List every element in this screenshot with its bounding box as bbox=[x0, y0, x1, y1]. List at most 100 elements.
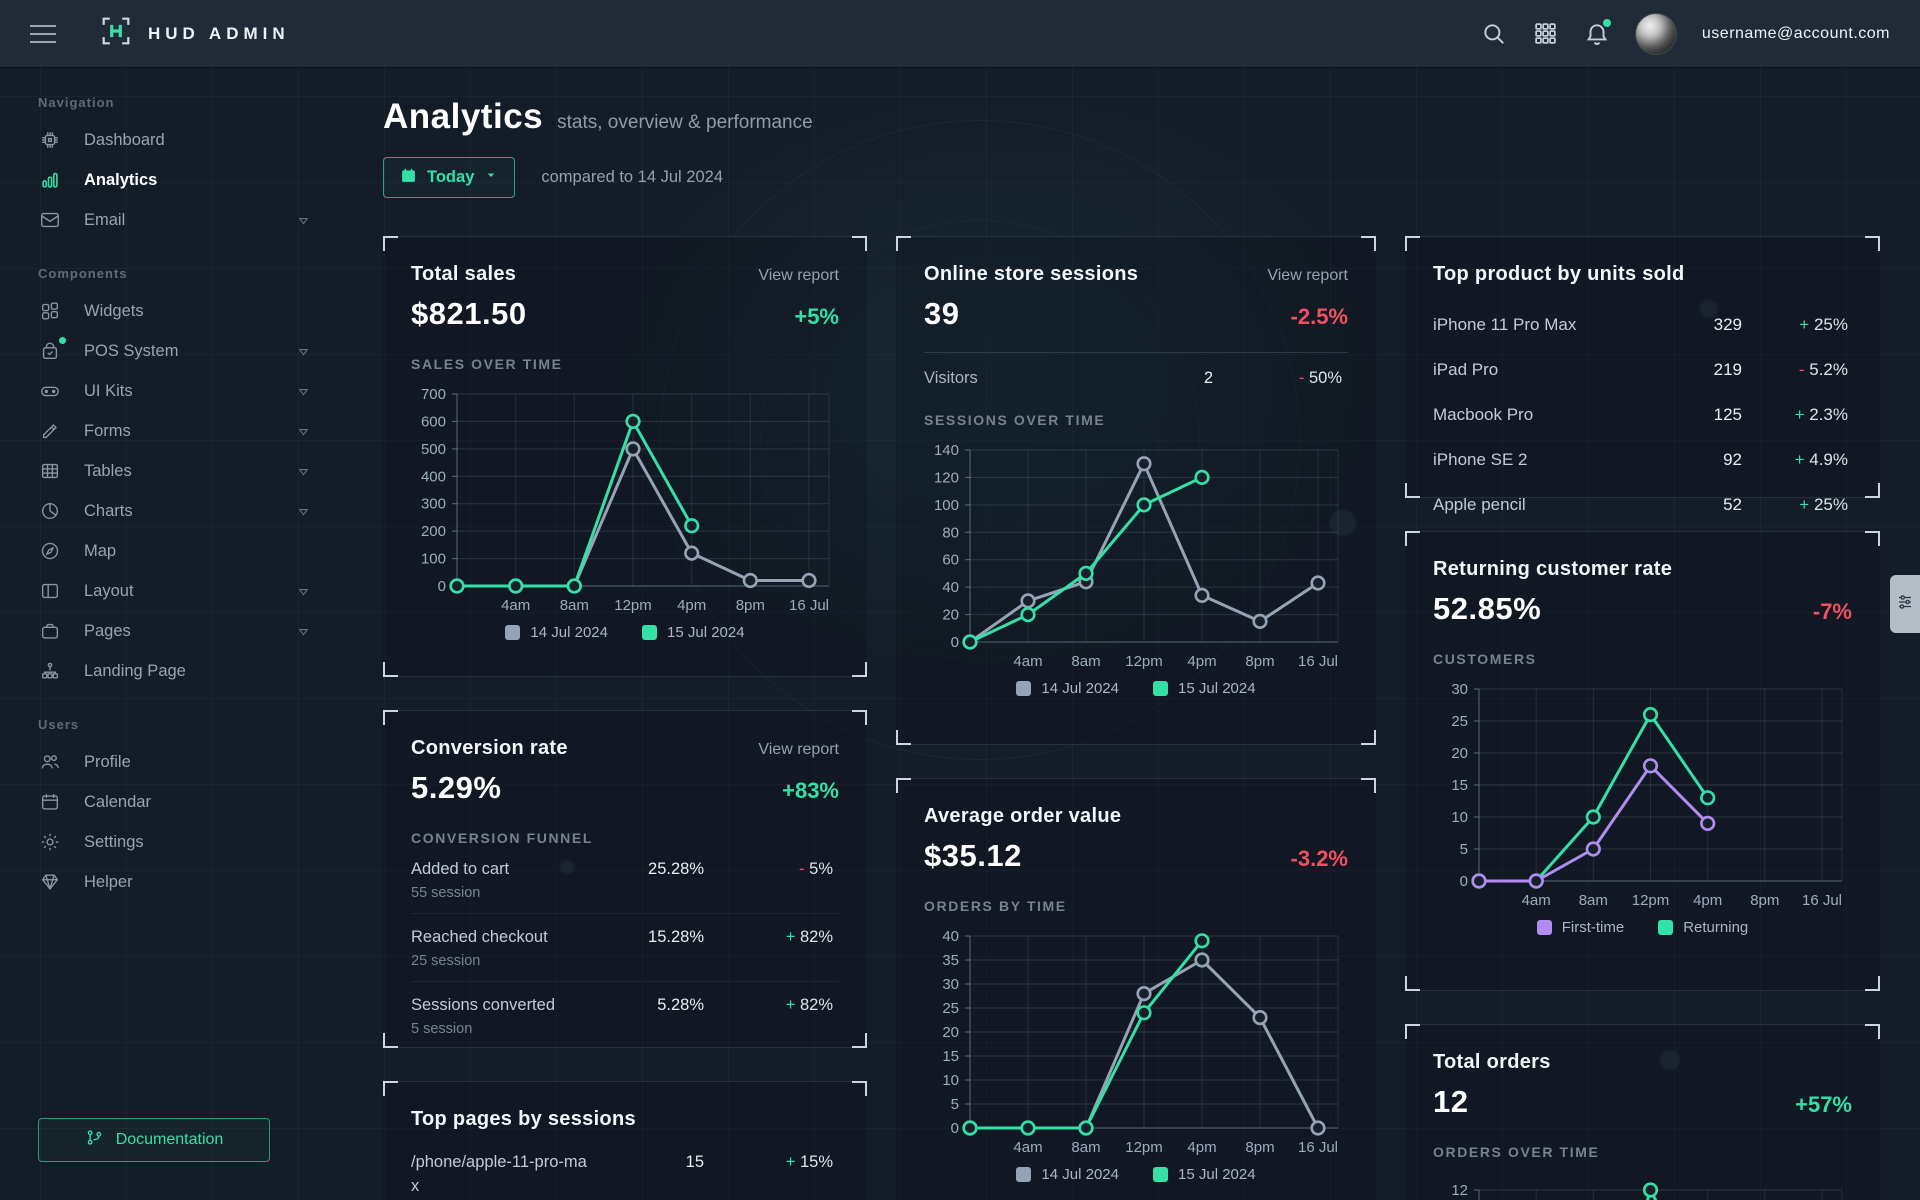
svg-text:40: 40 bbox=[942, 928, 959, 945]
svg-text:0: 0 bbox=[1460, 873, 1468, 890]
svg-text:4am: 4am bbox=[1013, 653, 1042, 670]
svg-text:0: 0 bbox=[951, 634, 959, 651]
card-title: Total orders bbox=[1433, 1051, 1551, 1073]
sidebar-item-widgets[interactable]: Widgets bbox=[38, 291, 345, 331]
card-title: Average order value bbox=[924, 805, 1122, 827]
funnel-row: Reached checkout 15.28% + 82% 25 session bbox=[411, 914, 839, 982]
svg-text:4pm: 4pm bbox=[1693, 892, 1722, 909]
svg-text:8pm: 8pm bbox=[736, 597, 765, 614]
svg-text:8am: 8am bbox=[1071, 1139, 1100, 1156]
product-row: iPhone 11 Pro Max 329 + 25% bbox=[1433, 314, 1848, 334]
sidebar-item-helper[interactable]: Helper bbox=[38, 862, 345, 902]
customers-chart: 0 5 10 15 20 25 30 4am 8am 12pm 4pm 8pm 16 Jul bbox=[1433, 679, 1852, 911]
gamepad-icon bbox=[38, 380, 62, 402]
sidebar-item-calendar[interactable]: Calendar bbox=[38, 782, 345, 822]
avg-order-delta: -3.2% bbox=[1290, 846, 1348, 871]
svg-text:5: 5 bbox=[951, 1096, 959, 1113]
svg-text:100: 100 bbox=[421, 551, 446, 568]
sidebar-item-label: Dashboard bbox=[84, 130, 165, 149]
view-report-link[interactable]: View report bbox=[758, 267, 839, 284]
chevron-down-icon bbox=[296, 213, 311, 228]
briefcase-icon bbox=[38, 620, 62, 642]
sidebar-item-forms[interactable]: Forms bbox=[38, 411, 345, 451]
sidebar-item-analytics[interactable]: Analytics bbox=[38, 160, 345, 200]
sidebar-item-ui-kits[interactable]: UI Kits bbox=[38, 371, 345, 411]
sidebar-item-layout[interactable]: Layout bbox=[38, 571, 345, 611]
notification-dot bbox=[1602, 18, 1611, 27]
user-email[interactable]: username@account.com bbox=[1701, 24, 1890, 42]
svg-text:15: 15 bbox=[942, 1048, 959, 1065]
date-range-label: Today bbox=[427, 168, 475, 186]
card-title: Top pages by sessions bbox=[411, 1108, 636, 1130]
svg-text:80: 80 bbox=[942, 524, 959, 541]
svg-text:30: 30 bbox=[1451, 681, 1468, 698]
view-report-link[interactable]: View report bbox=[1267, 267, 1348, 284]
svg-text:16 Jul: 16 Jul bbox=[789, 597, 829, 614]
section-label: CONVERSION FUNNEL bbox=[411, 830, 593, 846]
gear-icon bbox=[38, 831, 62, 853]
menu-toggle-icon[interactable] bbox=[30, 14, 70, 54]
card-title: Returning customer rate bbox=[1433, 558, 1673, 580]
sidebar-item-charts[interactable]: Charts bbox=[38, 491, 345, 531]
svg-text:10: 10 bbox=[1451, 809, 1468, 826]
svg-text:12pm: 12pm bbox=[1125, 1139, 1163, 1156]
notifications-bell-icon[interactable] bbox=[1584, 18, 1611, 47]
svg-text:500: 500 bbox=[421, 441, 446, 458]
svg-text:0: 0 bbox=[438, 578, 446, 595]
brand-logo[interactable] bbox=[100, 15, 132, 52]
documentation-label: Documentation bbox=[115, 1131, 224, 1148]
documentation-button[interactable]: Documentation bbox=[38, 1118, 270, 1162]
funnel-row: Sessions converted 5.28% + 82% 5 session bbox=[411, 996, 833, 1037]
svg-text:140: 140 bbox=[934, 442, 959, 459]
sidebar-item-label: Widgets bbox=[84, 301, 144, 320]
sidebar-item-label: Landing Page bbox=[84, 661, 186, 680]
compass-icon bbox=[38, 540, 62, 562]
product-row: Apple pencil 52 + 25% bbox=[1433, 494, 1848, 514]
svg-text:200: 200 bbox=[421, 523, 446, 540]
view-report-link[interactable]: View report bbox=[758, 741, 839, 758]
avatar[interactable] bbox=[1635, 13, 1676, 54]
sidebar-item-pos-system[interactable]: POS System bbox=[38, 331, 345, 371]
card-top-pages: Top pages by sessions /phone/apple-11-pr… bbox=[383, 1081, 867, 1200]
chevron-down-icon bbox=[296, 504, 311, 519]
sidebar-item-pages[interactable]: Pages bbox=[38, 611, 345, 651]
svg-text:8pm: 8pm bbox=[1750, 892, 1779, 909]
card-title: Total sales bbox=[411, 263, 517, 285]
section-label: SALES OVER TIME bbox=[411, 356, 563, 372]
pencil-icon bbox=[38, 420, 62, 442]
sidebar-item-dashboard[interactable]: Dashboard bbox=[38, 120, 345, 160]
svg-text:8am: 8am bbox=[560, 597, 589, 614]
chevron-down-icon bbox=[296, 424, 311, 439]
sidebar-item-label: Helper bbox=[84, 872, 133, 891]
visitors-row: Visitors 2 - 50% bbox=[924, 369, 1342, 387]
calendar-icon bbox=[38, 791, 62, 813]
sidebar-item-map[interactable]: Map bbox=[38, 531, 345, 571]
brand-name: HUD ADMIN bbox=[148, 23, 290, 43]
sidebar-item-label: Map bbox=[84, 541, 117, 560]
total-orders-value: 12 bbox=[1433, 1084, 1469, 1119]
svg-text:12pm: 12pm bbox=[614, 597, 652, 614]
svg-text:300: 300 bbox=[421, 496, 446, 513]
sidebar-item-email[interactable]: Email bbox=[38, 200, 345, 240]
chart-legend: 14 Jul 2024 15 Jul 2024 bbox=[924, 1166, 1348, 1183]
sidebar-item-settings[interactable]: Settings bbox=[38, 822, 345, 862]
theme-settings-tab[interactable] bbox=[1890, 575, 1920, 633]
search-icon[interactable] bbox=[1481, 21, 1507, 47]
svg-text:700: 700 bbox=[421, 386, 446, 403]
sidebar-item-profile[interactable]: Profile bbox=[38, 742, 345, 782]
sidebar-item-tables[interactable]: Tables bbox=[38, 451, 345, 491]
sidebar-item-landing-page[interactable]: Landing Page bbox=[38, 651, 345, 691]
returning-rate-delta: -7% bbox=[1812, 599, 1852, 624]
svg-text:12pm: 12pm bbox=[1125, 653, 1163, 670]
svg-text:16 Jul: 16 Jul bbox=[1802, 892, 1842, 909]
svg-text:20: 20 bbox=[942, 607, 959, 624]
svg-text:60: 60 bbox=[942, 552, 959, 569]
apps-grid-icon[interactable] bbox=[1533, 21, 1558, 46]
sitemap-icon bbox=[38, 660, 62, 682]
orders-over-time-chart: 0246810124am8am12pm4pm8pm16 Jul bbox=[1433, 1180, 1852, 1200]
date-range-button[interactable]: Today bbox=[383, 157, 516, 198]
sessions-value: 39 bbox=[924, 296, 960, 331]
svg-text:8pm: 8pm bbox=[1245, 1139, 1274, 1156]
conversion-rate-delta: +83% bbox=[782, 778, 839, 803]
product-row: Macbook Pro 125 + 2.3% bbox=[1433, 404, 1848, 424]
